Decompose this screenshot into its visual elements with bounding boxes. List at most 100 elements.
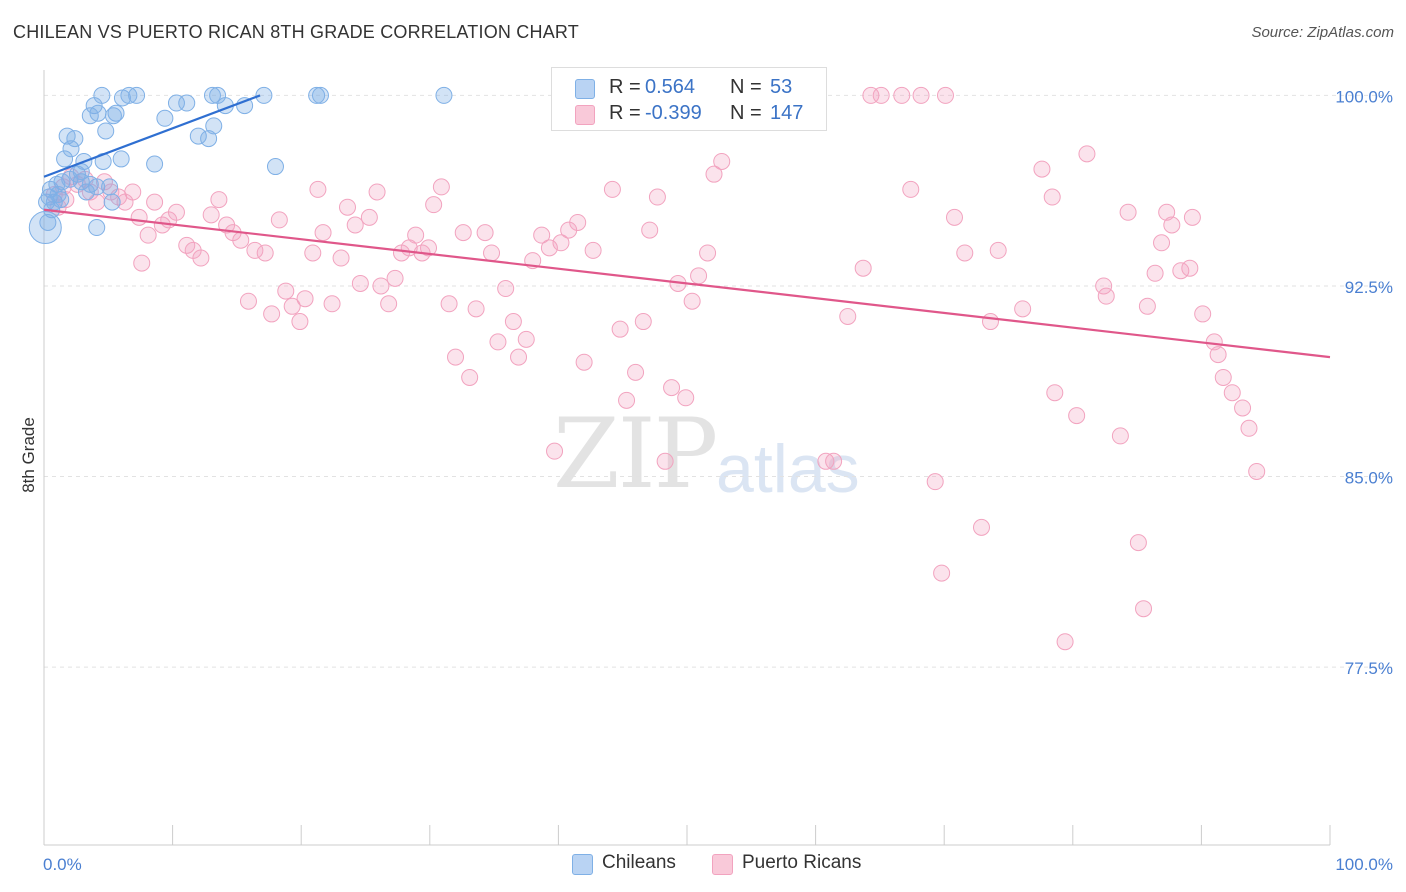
puerto-rican-point [440,295,458,313]
puerto-rican-point [372,277,390,295]
chilean-point [255,86,273,104]
legend-n-label: N = [730,102,762,124]
puerto-rican-point [239,292,257,310]
puerto-rican-point [309,180,327,198]
puerto-rican-point [483,244,501,262]
puerto-rican-point [256,244,274,262]
puerto-rican-point [575,353,593,371]
chilean-point [311,86,329,104]
puerto-ricans-legend-label: Puerto Ricans [742,852,862,873]
chilean-point [205,117,223,135]
puerto-rican-point [1234,399,1252,417]
puerto-rican-point [210,191,228,209]
puerto-rican-point [1223,384,1241,402]
puerto-rican-point [1119,203,1137,221]
chilean-point [203,86,221,104]
correlation-legend: R = 0.564 N = 53 R = -0.399 N = 147 [551,67,827,131]
puerto-rican-point [627,363,645,381]
puerto-rican-point [454,224,472,242]
puerto-rican-point [497,280,515,298]
puerto-rican-point [1146,264,1164,282]
puerto-rican-point [854,259,872,277]
puerto-rican-point [912,86,930,104]
puerto-rican-point [956,244,974,262]
x-tick-label: 0.0% [43,855,82,874]
chilean-point [156,109,174,127]
puerto-rican-point [1033,160,1051,178]
puerto-rican-point [1194,305,1212,323]
puerto-rican-point [1138,297,1156,315]
chilean-point [128,86,146,104]
puerto-rican-point [1163,216,1181,234]
puerto-rican-point [839,307,857,325]
puerto-rican-point [510,348,528,366]
puerto-rican-point [420,239,438,257]
chilean-point [308,86,326,104]
puerto-rican-point [124,183,142,201]
puerto-rican-point [88,193,106,211]
puerto-rican-point [713,152,731,170]
puerto-rican-point [699,244,717,262]
puerto-rican-point [1181,259,1199,277]
puerto-rican-point [1153,234,1171,252]
puerto-ricans-trend-line [43,208,1331,359]
puerto-rican-point [346,216,364,234]
chilean-point [103,193,121,211]
legend-n-label: N = [730,76,762,98]
chilean-point [88,178,106,196]
puerto-rican-point [656,452,674,470]
chilean-point [52,191,70,209]
puerto-rican-point [825,452,843,470]
x-tick-label: 100.0% [1335,855,1393,874]
puerto-rican-point [705,165,723,183]
puerto-rican-point [1068,407,1086,425]
puerto-rican-point [432,178,450,196]
puerto-rican-point [1056,633,1074,651]
chilean-point [89,104,107,122]
puerto-rican-point [1097,287,1115,305]
chileans-legend-swatch [572,854,593,875]
puerto-rican-point [1214,368,1232,386]
chilean-point [61,170,79,188]
chilean-point [178,94,196,112]
legend-r-label: R = [609,76,641,98]
puerto-rican-point [360,208,378,226]
puerto-rican-point [1183,208,1201,226]
puerto-rican-point [1240,419,1258,437]
chilean-point [146,155,164,173]
puerto-rican-point [1209,346,1227,364]
chileans-legend-label: Chileans [602,852,676,873]
chilean-point [56,150,74,168]
chilean-point [167,94,185,112]
puerto-rican-point [945,208,963,226]
puerto-rican-point [1158,203,1176,221]
puerto-rican-point [263,305,281,323]
puerto-rican-point [338,198,356,216]
puerto-rican-point [192,249,210,267]
chilean-point [107,104,125,122]
puerto-rican-point [981,313,999,331]
y-axis-label: 8th Grade [19,417,38,493]
puerto-rican-point [133,254,151,272]
puerto-rican-point [1014,300,1032,318]
puerto-rican-point [584,241,602,259]
source-label: Source: ZipAtlas.com [1251,24,1394,41]
chilean-point [77,183,95,201]
puerto-rican-point [314,224,332,242]
puerto-rican-point [648,188,666,206]
legend-n-value: 147 [770,102,804,124]
chilean-point [104,107,122,125]
y-tick-label: 77.5% [1345,659,1393,678]
puerto-rican-point [504,313,522,331]
puerto-rican-point [291,313,309,331]
puerto-rican-point [407,226,425,244]
chilean-point [39,213,57,231]
puerto-rican-point [1078,145,1096,163]
puerto-rican-point [489,333,507,351]
puerto-rican-point [936,86,954,104]
puerto-rican-point [872,86,890,104]
puerto-ricans-legend-swatch [712,854,733,875]
chilean-point [58,127,76,145]
puerto-rican-point [989,241,1007,259]
